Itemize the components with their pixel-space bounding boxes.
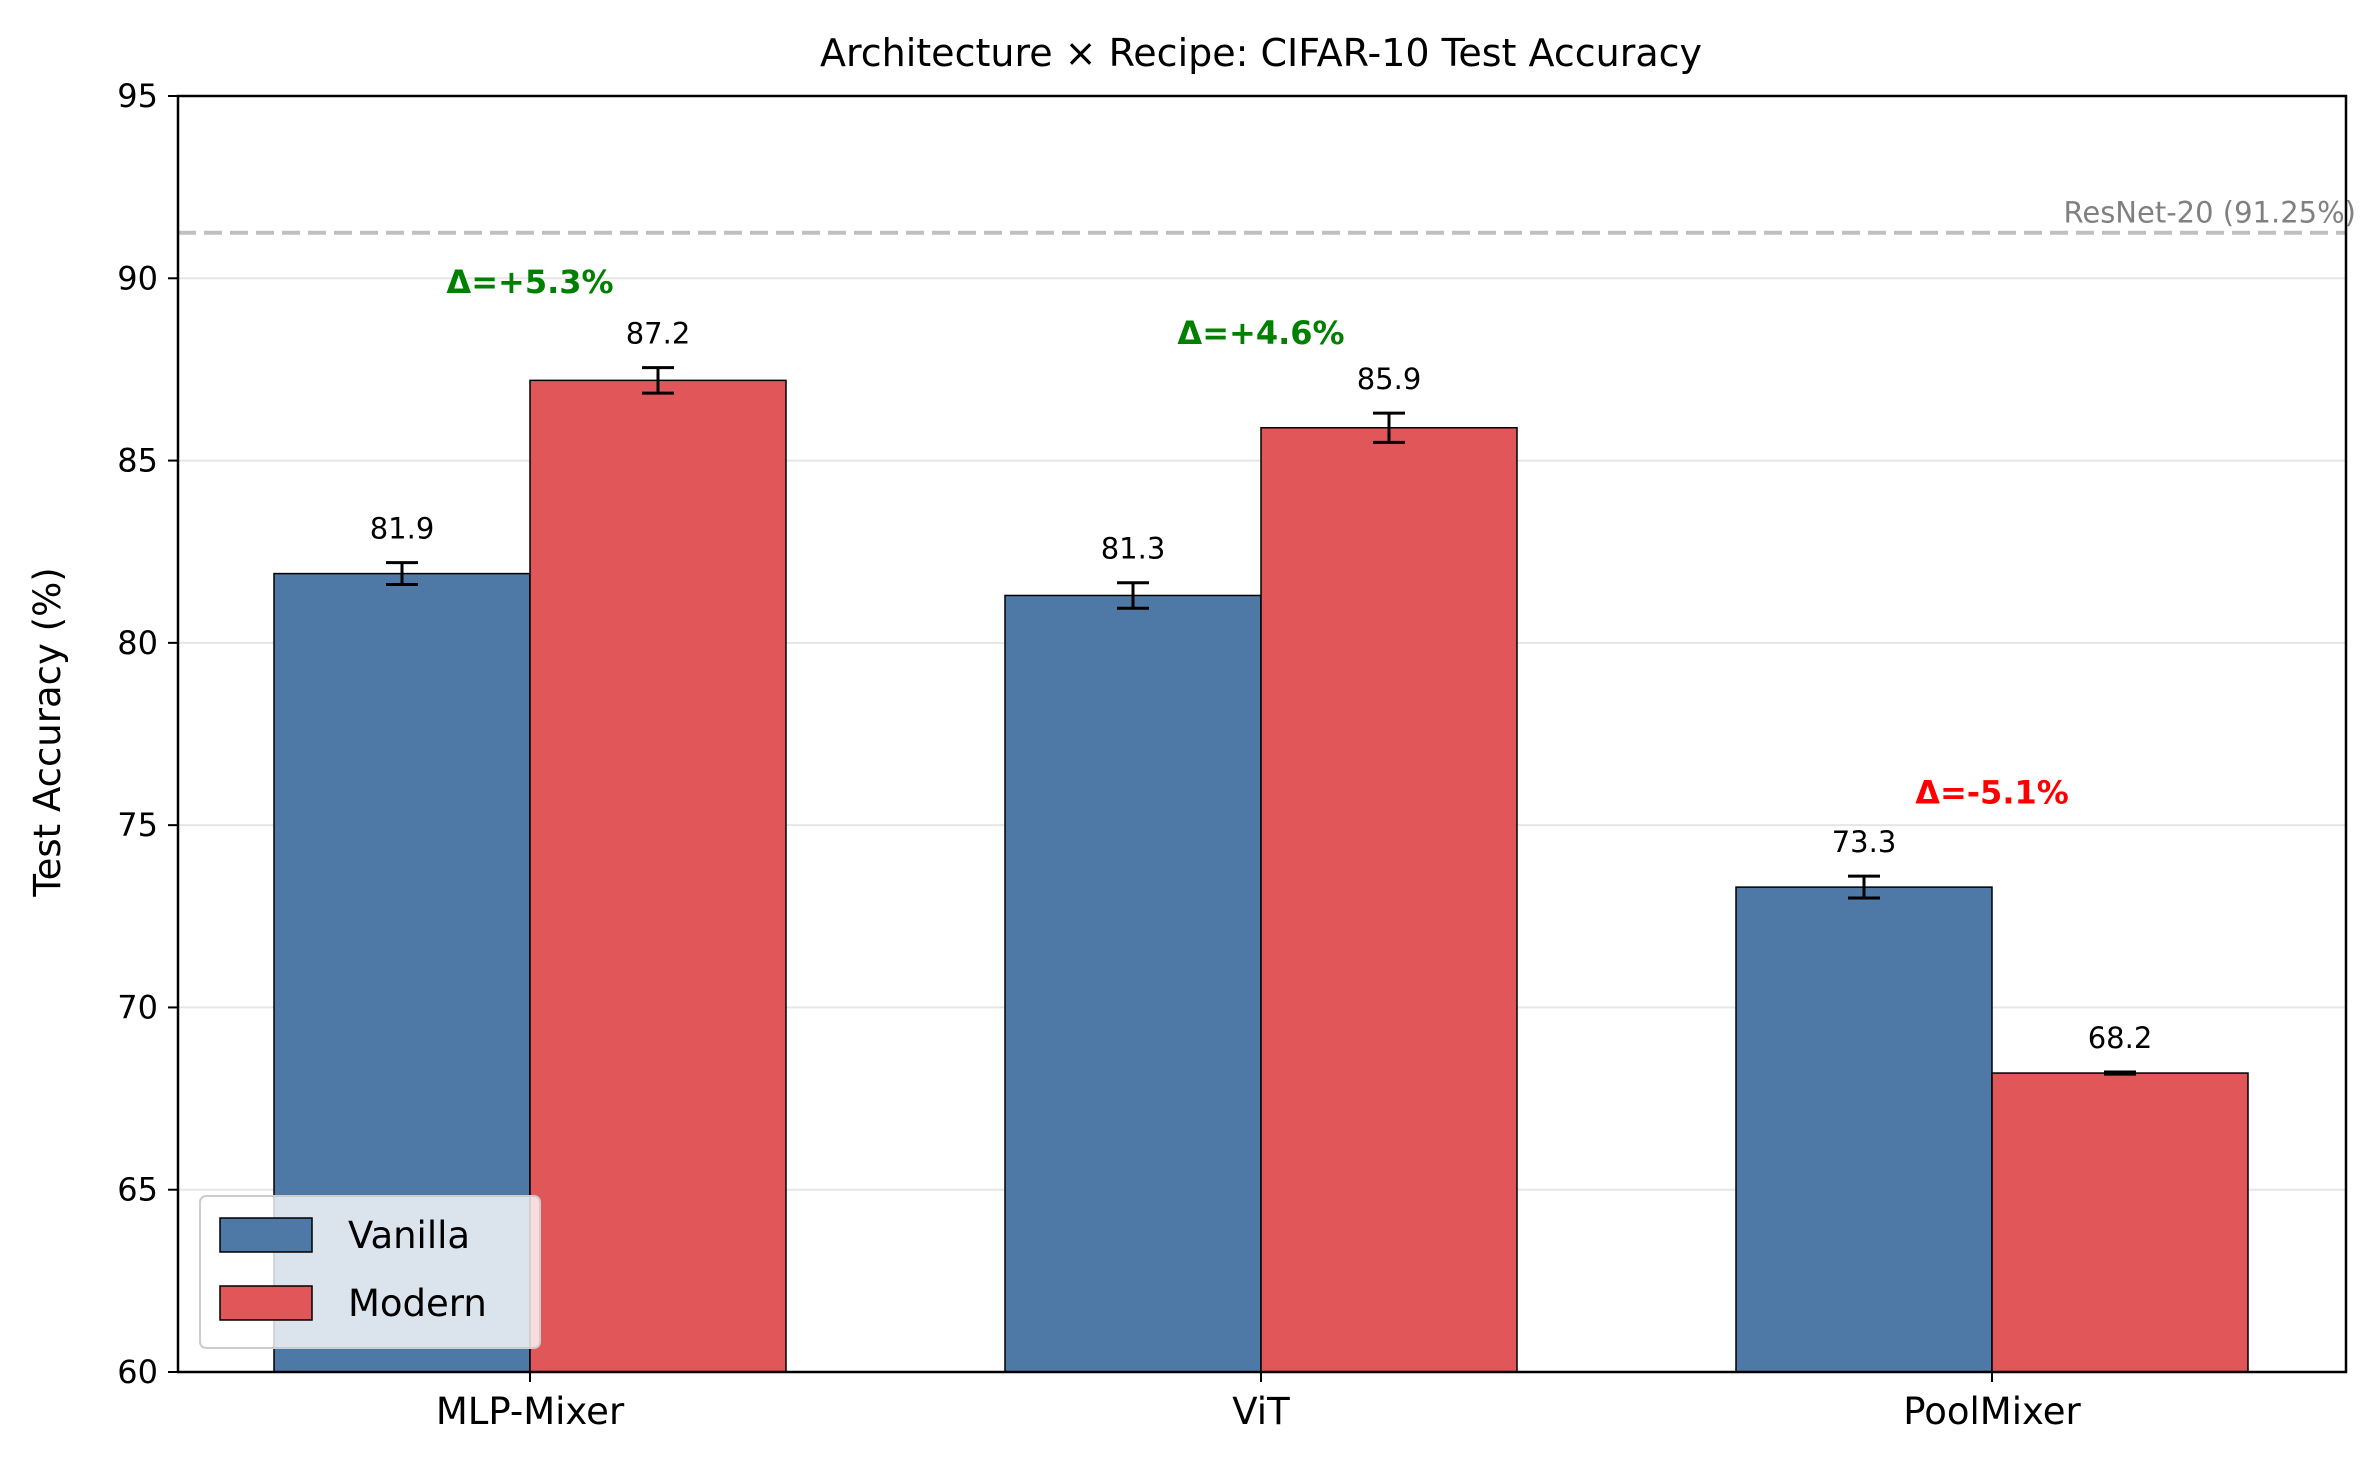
y-tick-label: 80: [117, 624, 158, 662]
error-bar: [2104, 1070, 2136, 1076]
value-label: 81.9: [370, 512, 435, 546]
reference-line-group: ResNet-20 (91.25%): [178, 196, 2357, 235]
legend-label-modern: Modern: [348, 1282, 487, 1325]
x-tick-label: PoolMixer: [1903, 1390, 2081, 1433]
axes: 60 65 70 75 80 85 90 95 MLP-Mixer ViT PoolMixer: [117, 77, 2348, 1433]
value-label: 87.2: [626, 317, 691, 351]
y-tick-label: 90: [117, 259, 158, 297]
y-axis-label: Test Accuracy (%): [26, 567, 69, 897]
bar-vanilla-1: [1004, 594, 1262, 1373]
error-bar: [1848, 874, 1880, 900]
data-labels: 81.9 81.3 73.3 87.2 85.9 68.2 Δ=+5.3% Δ=+4.6% Δ=…: [370, 263, 2153, 1055]
y-tick-label: 95: [117, 77, 158, 115]
value-label: 85.9: [1357, 362, 1422, 396]
value-label: 68.2: [2088, 1021, 2153, 1055]
y-tick-label: 60: [117, 1353, 158, 1391]
y-tick-label: 75: [117, 806, 158, 844]
legend-swatch-modern: [219, 1285, 313, 1321]
error-bar: [642, 366, 674, 395]
value-label: 73.3: [1832, 825, 1897, 859]
legend: Vanilla Modern: [199, 1195, 541, 1349]
delta-label: Δ=+4.6%: [1177, 314, 1344, 352]
x-tick-label: ViT: [1232, 1390, 1290, 1433]
y-tick-label: 85: [117, 442, 158, 480]
y-tick-label: 70: [117, 988, 158, 1026]
delta-label: Δ=-5.1%: [1915, 773, 2069, 811]
error-bar: [1117, 581, 1149, 610]
value-label: 81.3: [1101, 532, 1166, 566]
bar-modern-1: [1260, 427, 1518, 1373]
reference-line-label: ResNet-20 (91.25%): [2064, 196, 2357, 230]
y-tick-label: 65: [117, 1171, 158, 1209]
legend-label-vanilla: Vanilla: [348, 1214, 470, 1257]
delta-label: Δ=+5.3%: [446, 263, 613, 301]
error-bar: [1373, 411, 1405, 444]
bar-modern-2: [1991, 1072, 2249, 1373]
bar-modern-0: [529, 379, 787, 1373]
bars: [273, 366, 2249, 1373]
error-bar: [386, 561, 418, 587]
chart-title: Architecture × Recipe: CIFAR-10 Test Acc…: [820, 31, 1702, 75]
legend-swatch-vanilla: [219, 1217, 313, 1253]
x-tick-label: MLP-Mixer: [436, 1390, 625, 1433]
bar-vanilla-2: [1735, 886, 1993, 1373]
